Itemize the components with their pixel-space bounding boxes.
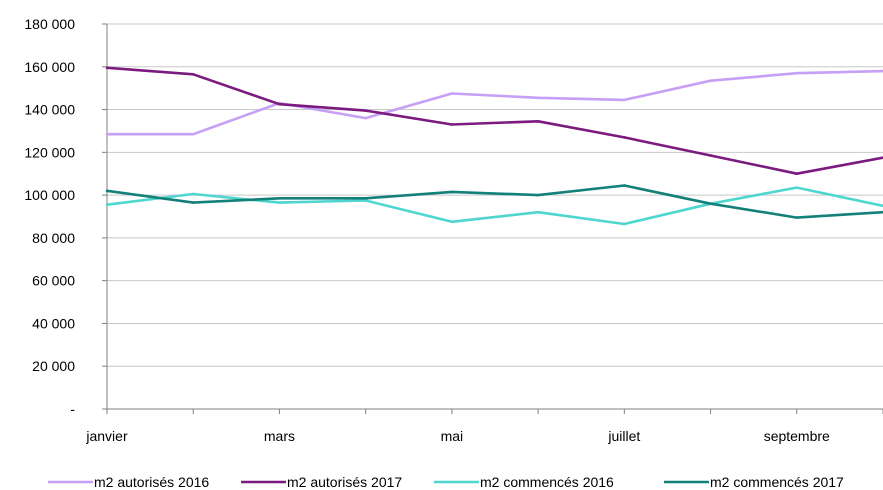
x-tick-label: mars (264, 428, 295, 444)
data-point (191, 192, 195, 196)
series-3 (105, 186, 883, 226)
x-tick-label: juillet (607, 428, 640, 444)
legend-label: m2 autorisés 2016 (94, 474, 209, 490)
legend: m2 autorisés 2016 m2 autorisés 2017 m2 com… (48, 474, 844, 490)
data-point (623, 222, 626, 226)
data-point (623, 136, 626, 139)
legend-item-4: m2 commencés 2017 (664, 474, 844, 490)
data-point (191, 201, 195, 204)
data-point (105, 189, 109, 193)
series-line (106, 186, 883, 226)
data-point (536, 210, 540, 214)
data-point (364, 197, 367, 200)
y-tick-label: - (70, 401, 75, 417)
y-tick-label: 80 000 (32, 230, 75, 246)
series-4 (105, 184, 883, 219)
y-tick-label: 20 000 (32, 358, 75, 374)
data-point (536, 96, 540, 100)
data-point (278, 201, 281, 204)
gridlines (107, 23, 883, 367)
data-point (278, 197, 281, 200)
data-point (623, 98, 626, 102)
y-tick-label: 40 000 (32, 315, 75, 331)
data-point (536, 120, 540, 123)
data-point (623, 184, 626, 187)
legend-item-2: m2 autorisés 2017 (241, 474, 402, 490)
data-point (364, 199, 367, 202)
x-axis-tick-labels: janvier mars mai juillet septembre (85, 428, 830, 444)
data-point (536, 193, 540, 197)
series-lines (105, 66, 883, 226)
series-line (106, 66, 883, 175)
axes (102, 23, 883, 414)
series-line (107, 69, 883, 136)
legend-item-1: m2 autorisés 2016 (48, 474, 209, 490)
x-tick-label: septembre (764, 428, 830, 444)
data-point (795, 172, 799, 176)
data-point (105, 66, 109, 70)
data-point (450, 220, 454, 224)
y-tick-label: 100 000 (24, 187, 75, 203)
y-tick-label: 160 000 (24, 59, 75, 75)
legend-label: m2 commencés 2016 (480, 474, 614, 490)
data-point (709, 79, 712, 82)
series-line (106, 184, 883, 219)
data-point (278, 102, 281, 106)
data-point (105, 132, 109, 136)
data-point (795, 216, 799, 219)
y-tick-label: 180 000 (24, 16, 75, 32)
data-point (450, 123, 454, 126)
data-point (795, 186, 799, 189)
y-tick-label: 120 000 (24, 144, 75, 160)
data-point (191, 72, 195, 76)
series-1 (105, 69, 883, 136)
data-point (709, 202, 712, 205)
legend-label: m2 commencés 2017 (710, 474, 844, 490)
x-tick-label: mai (441, 428, 464, 444)
y-tick-label: 140 000 (24, 102, 75, 118)
data-point (709, 154, 712, 157)
data-point (105, 203, 109, 207)
legend-label: m2 autorisés 2017 (287, 474, 402, 490)
y-tick-label: 60 000 (32, 273, 75, 289)
legend-item-3: m2 commencés 2016 (434, 474, 614, 490)
data-point (450, 190, 454, 194)
data-point (795, 71, 799, 75)
data-point (191, 132, 195, 136)
data-point (450, 92, 454, 95)
x-tick-label: janvier (85, 428, 128, 444)
series-2 (105, 66, 883, 176)
data-point (364, 116, 367, 120)
data-point (364, 109, 367, 112)
y-axis-tick-labels: - 20 000 40 000 60 000 80 000 100 000 120 000 1… (24, 16, 75, 417)
